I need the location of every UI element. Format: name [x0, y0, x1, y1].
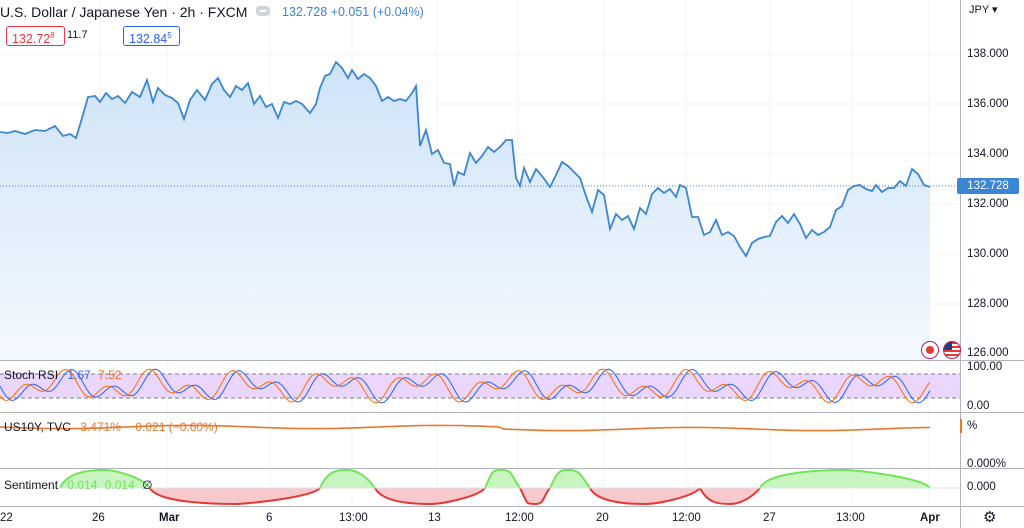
currency-selector[interactable]: JPY ▾ — [969, 3, 998, 16]
currency-label: JPY — [969, 4, 989, 16]
time-tick: 13:00 — [339, 512, 368, 524]
sentiment-negative-area — [375, 488, 485, 504]
us10y-line — [0, 424, 931, 432]
sentiment-tick: 0.000 — [967, 481, 996, 493]
flag-icon[interactable] — [921, 341, 939, 359]
us10y-marker — [960, 419, 962, 433]
sentiment-negative-line — [589, 487, 701, 506]
time-tick: Mar — [159, 512, 180, 524]
sentiment-positive-line — [319, 468, 376, 489]
sentiment-value-3: ∅ — [142, 478, 153, 492]
price-tick: 136.000 — [967, 98, 1009, 110]
us10y-tick: 0.000% — [967, 458, 1007, 470]
stoch-d-line — [0, 368, 931, 404]
stoch-k-line — [0, 368, 931, 404]
sentiment-positive-line — [59, 468, 151, 489]
us10y-legend[interactable]: US10Y, TVC 3.471% −0.021 (−0.60%) — [4, 420, 218, 434]
pane-separator[interactable] — [0, 360, 1024, 361]
time-tick: 12:00 — [505, 512, 534, 524]
sentiment-negative-line — [374, 487, 486, 506]
sell-button[interactable]: 132.728 — [6, 26, 65, 46]
sentiment-negative-area — [700, 488, 760, 504]
sell-price: 132.72 — [12, 32, 51, 47]
flag-icon[interactable] — [943, 341, 961, 359]
price-tick: 138.000 — [967, 48, 1009, 60]
sentiment-positive-line — [759, 468, 931, 489]
sentiment-negative-line — [149, 487, 321, 506]
time-tick: 26 — [92, 512, 105, 524]
gear-icon[interactable]: ⚙ — [983, 509, 997, 526]
sentiment-negative-area — [150, 488, 320, 504]
price-tick: 130.000 — [967, 248, 1009, 260]
time-tick: 27 — [763, 512, 776, 524]
buy-price-pip: 5 — [167, 31, 172, 40]
us10y-tick: % — [967, 420, 978, 432]
time-tick: 6 — [266, 512, 273, 524]
indicator-title: US10Y, TVC — [4, 420, 71, 434]
price-axis-separator — [960, 0, 961, 528]
stoch-d-value: 7.52 — [98, 368, 122, 382]
sell-price-pip: 8 — [50, 31, 55, 40]
price-tick: 128.000 — [967, 298, 1009, 310]
indicator-title: Sentiment — [4, 478, 59, 492]
price-tick: 126.000 — [967, 347, 1009, 359]
pane-separator[interactable] — [0, 468, 1024, 469]
sentiment-positive-line — [484, 468, 521, 489]
indicator-title: Stoch RSI — [4, 368, 59, 382]
time-tick: 13 — [428, 512, 441, 524]
sentiment-positive-line — [549, 468, 591, 489]
us10y-value: 3.471% — [80, 420, 121, 434]
sentiment-positive-area — [760, 470, 930, 488]
stoch-rsi-legend[interactable]: Stoch RSI 1.67 7.52 — [4, 368, 121, 382]
sentiment-value-1: 0.014 — [67, 478, 98, 492]
sentiment-legend[interactable]: Sentiment 0.014 0.014 ∅ — [4, 478, 153, 492]
pane-separator[interactable] — [0, 412, 1024, 413]
time-tick: 12:00 — [672, 512, 701, 524]
last-price-tag: 132.728 — [957, 178, 1019, 194]
chevron-down-icon: ▾ — [992, 4, 998, 16]
buy-price: 132.84 — [129, 32, 168, 47]
buy-button[interactable]: 132.845 — [123, 26, 180, 46]
price-tick: 132.000 — [967, 198, 1009, 210]
stoch-k-value: 1.67 — [67, 368, 91, 382]
stoch-tick: 100.00 — [967, 361, 1003, 373]
time-tick: 13:00 — [836, 512, 865, 524]
price-tick: 134.000 — [967, 148, 1009, 160]
time-tick: 22 — [0, 512, 13, 524]
time-axis-separator — [0, 506, 1024, 507]
price-line — [0, 60, 931, 258]
us10y-change: −0.021 (−0.60%) — [128, 420, 218, 434]
sentiment-value-2: 0.014 — [104, 478, 135, 492]
sentiment-negative-area — [590, 488, 700, 504]
spread-value: 11.7 — [67, 29, 88, 41]
stoch-band — [0, 374, 960, 398]
stoch-tick: 0.00 — [967, 400, 990, 412]
symbol-title[interactable]: U.S. Dollar / Japanese Yen · 2h · FXCM — [0, 4, 248, 20]
price-info: 132.728 +0.051 (+0.04%) — [282, 5, 424, 19]
time-tick: 20 — [596, 512, 609, 524]
collapse-legend-icon[interactable] — [256, 6, 270, 16]
sentiment-positive-area — [60, 470, 150, 488]
time-tick: Apr — [920, 512, 940, 524]
sentiment-negative-line — [699, 487, 761, 506]
sentiment-negative-line — [519, 487, 551, 506]
price-area — [0, 62, 930, 360]
